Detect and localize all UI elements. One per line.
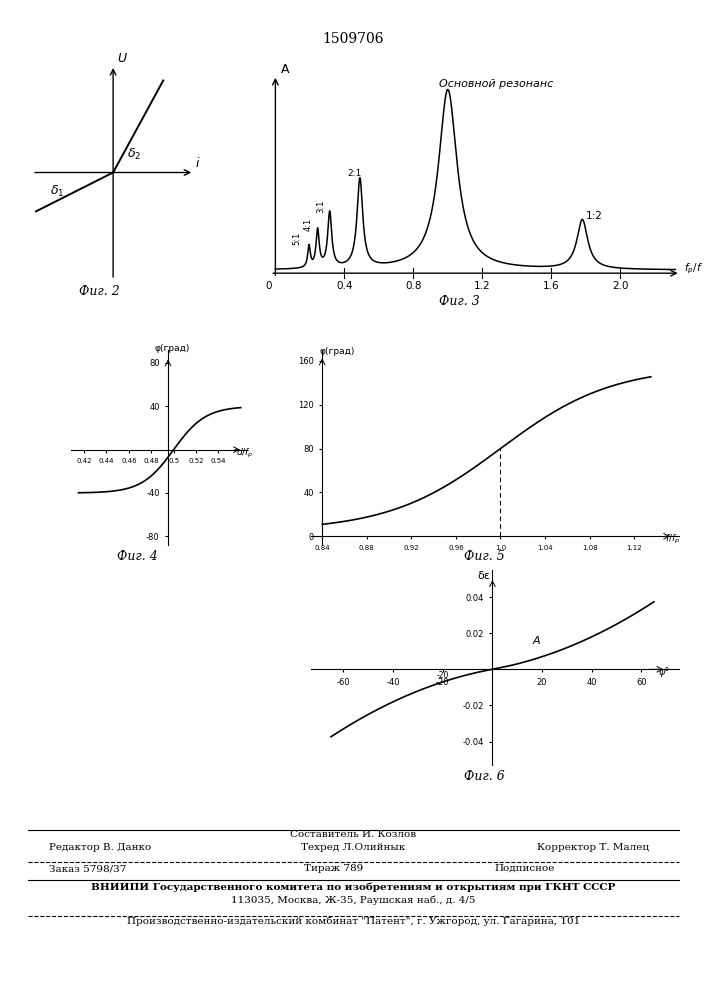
Text: 0: 0 [265, 281, 271, 291]
Text: i: i [196, 157, 199, 170]
Text: 0.8: 0.8 [405, 281, 421, 291]
Text: 0.4: 0.4 [336, 281, 353, 291]
Text: Фиг. 3: Фиг. 3 [439, 295, 480, 308]
Text: ψ°: ψ° [659, 667, 670, 677]
Text: 3:1: 3:1 [316, 199, 325, 213]
Text: 1509706: 1509706 [323, 32, 384, 46]
Text: Производственно-издательский комбинат "Патент", г. Ужгород, ул. Гагарина, 101: Производственно-издательский комбинат "П… [127, 916, 580, 926]
Text: Фиг. 6: Фиг. 6 [464, 770, 505, 783]
Text: 1.2: 1.2 [474, 281, 491, 291]
Text: Основной резонанс: Основной резонанс [439, 79, 554, 89]
Text: Составитель И. Козлов: Составитель И. Козлов [291, 830, 416, 839]
Text: Тираж 789: Тираж 789 [304, 864, 363, 873]
Text: Подписное: Подписное [495, 864, 555, 873]
Text: 1:2: 1:2 [586, 211, 602, 221]
Text: Заказ 5798/37: Заказ 5798/37 [49, 864, 127, 873]
Text: Фиг. 2: Фиг. 2 [78, 285, 119, 298]
Text: 5:1: 5:1 [293, 232, 302, 245]
Text: 1.6: 1.6 [543, 281, 560, 291]
Text: Техред Л.Олийнык: Техред Л.Олийнык [301, 843, 406, 852]
Text: δε: δε [477, 571, 490, 581]
Text: $f_p/f$: $f_p/f$ [684, 262, 703, 276]
Text: 4:1: 4:1 [304, 217, 312, 231]
Text: $d/f_p$: $d/f_p$ [236, 446, 254, 460]
Text: 113035, Москва, Ж-35, Раушская наб., д. 4/5: 113035, Москва, Ж-35, Раушская наб., д. … [231, 896, 476, 905]
Text: 2.0: 2.0 [612, 281, 629, 291]
Text: A: A [281, 63, 289, 76]
Text: φ(град): φ(град) [320, 347, 356, 356]
Text: Редактор В. Данко: Редактор В. Данко [49, 843, 152, 852]
Text: U: U [117, 52, 126, 65]
Text: Корректор Т. Малец: Корректор Т. Малец [537, 843, 650, 852]
Text: $f/f_p$: $f/f_p$ [665, 533, 680, 546]
Text: 2:1: 2:1 [347, 169, 361, 178]
Text: $\delta_2$: $\delta_2$ [127, 147, 141, 162]
Text: A: A [532, 636, 539, 646]
Text: Фиг. 5: Фиг. 5 [464, 550, 505, 563]
Text: -20: -20 [436, 671, 449, 680]
Text: φ(град): φ(град) [155, 344, 190, 353]
Text: $\delta_1$: $\delta_1$ [50, 184, 64, 199]
Text: ВНИИПИ Государственного комитета по изобретениям и открытиям при ГКНТ СССР: ВНИИПИ Государственного комитета по изоб… [91, 882, 616, 892]
Text: Фиг. 4: Фиг. 4 [117, 550, 158, 563]
